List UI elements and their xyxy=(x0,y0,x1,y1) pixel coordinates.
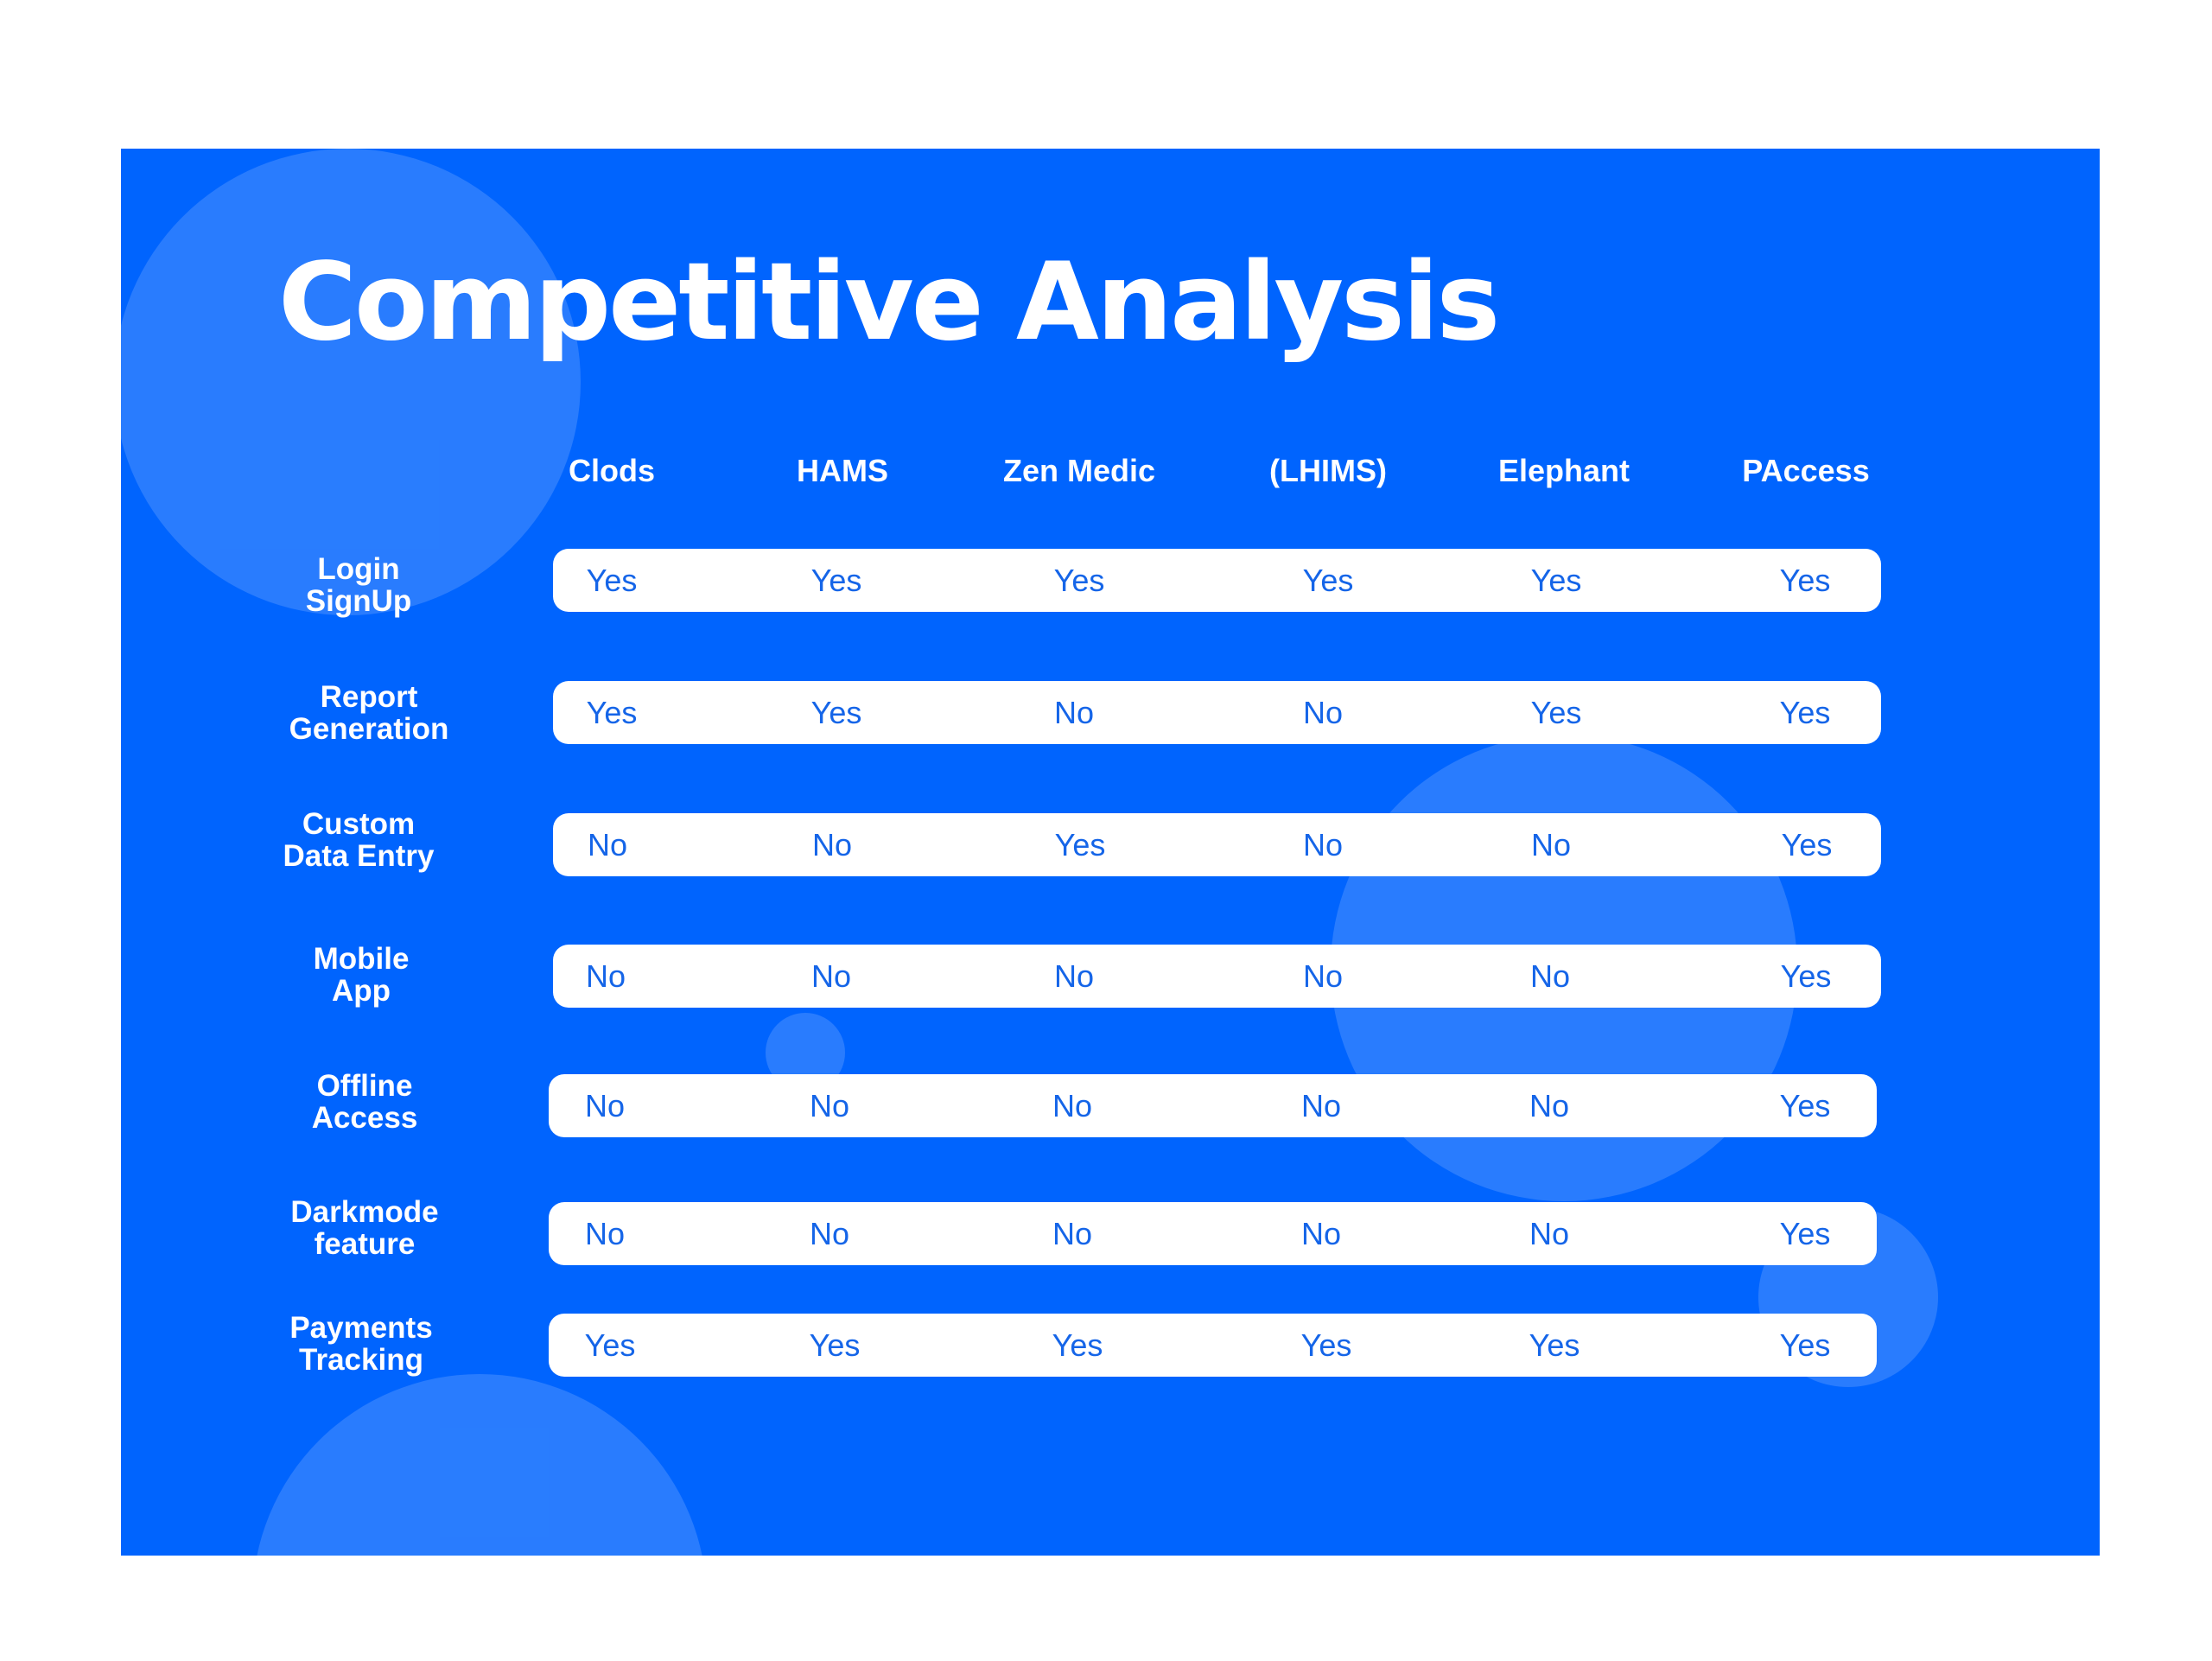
row-label-report-generation: Report Generation xyxy=(239,681,499,745)
row-label-darkmode-feature: Darkmode feature xyxy=(235,1196,494,1260)
competitive-analysis-panel: Competitive Analysis Clods HAMS Zen Medi… xyxy=(121,149,2100,1556)
table-cell: No xyxy=(809,1216,850,1251)
table-cell: No xyxy=(1053,958,1095,994)
row-label-line: Custom xyxy=(302,807,416,841)
row-label-line: Access xyxy=(311,1101,418,1135)
table-cell: Yes xyxy=(1779,1088,1831,1123)
table-cell: Yes xyxy=(1053,563,1105,598)
column-header-paccess: PAccess xyxy=(1742,453,1870,488)
row-label-line: Login xyxy=(317,552,400,586)
column-header-clods: Clods xyxy=(568,453,655,488)
column-header-lhims: (LHIMS) xyxy=(1269,453,1387,488)
table-cell: Yes xyxy=(1781,827,1833,862)
table-cell: No xyxy=(585,958,626,994)
row-label-line: SignUp xyxy=(305,584,412,618)
row-label-custom-data-entry: Custom Data Entry xyxy=(229,808,488,872)
table-cell: No xyxy=(810,958,852,994)
row-label-line: Tracking xyxy=(299,1343,423,1377)
table-cell: No xyxy=(1053,695,1095,730)
table-cell: Yes xyxy=(1530,563,1582,598)
table-cell: Yes xyxy=(1779,563,1831,598)
row-label-login-signup: Login SignUp xyxy=(229,553,488,617)
table-cell: No xyxy=(1529,1216,1570,1251)
row-label-line: Data Entry xyxy=(283,839,435,873)
table-cell: No xyxy=(1052,1216,1093,1251)
table-cell: Yes xyxy=(809,1327,861,1363)
row-label-line: Generation xyxy=(289,712,449,746)
table-cell: Yes xyxy=(1779,1216,1831,1251)
decor-circle-bottom-left xyxy=(252,1374,707,1556)
table-cell: No xyxy=(584,1088,626,1123)
row-label-line: Payments xyxy=(289,1311,433,1345)
row-label-line: Offline xyxy=(316,1069,413,1103)
page-title: Competitive Analysis xyxy=(278,240,1500,365)
row-label-line: Darkmode xyxy=(290,1195,439,1229)
table-cell: Yes xyxy=(810,563,862,598)
table-cell: Yes xyxy=(586,563,638,598)
table-cell: Yes xyxy=(584,1327,636,1363)
row-label-line: Mobile xyxy=(313,942,410,976)
table-row: No No No No No Yes xyxy=(549,1074,1877,1137)
table-cell: Yes xyxy=(810,695,862,730)
table-row: No No Yes No No Yes xyxy=(553,813,1881,876)
table-cell: No xyxy=(1052,1088,1093,1123)
table-cell: No xyxy=(811,827,853,862)
table-cell: No xyxy=(1302,695,1344,730)
table-cell: Yes xyxy=(1779,695,1831,730)
row-label-line: feature xyxy=(314,1227,416,1261)
table-cell: No xyxy=(809,1088,850,1123)
row-label-offline-access: Offline Access xyxy=(235,1070,494,1134)
table-cell: Yes xyxy=(1529,1327,1580,1363)
table-cell: No xyxy=(1300,1088,1342,1123)
table-cell: Yes xyxy=(1054,827,1106,862)
table-cell: Yes xyxy=(1780,958,1832,994)
table-cell: No xyxy=(587,827,628,862)
table-row: No No No No No Yes xyxy=(549,1202,1877,1265)
column-header-zen-medic: Zen Medic xyxy=(1002,453,1156,488)
decor-circle-top-left xyxy=(121,149,581,615)
table-cell: No xyxy=(1302,958,1344,994)
table-row: Yes Yes Yes Yes Yes Yes xyxy=(549,1314,1877,1377)
table-cell: Yes xyxy=(1779,1327,1831,1363)
table-cell: No xyxy=(1529,958,1571,994)
column-header-elephant: Elephant xyxy=(1497,453,1630,488)
table-row: Yes Yes Yes Yes Yes Yes xyxy=(553,549,1881,612)
table-cell: Yes xyxy=(586,695,638,730)
table-cell: Yes xyxy=(1302,563,1354,598)
row-label-payments-tracking: Payments Tracking xyxy=(232,1312,491,1376)
table-row: Yes Yes No No Yes Yes xyxy=(553,681,1881,744)
table-cell: No xyxy=(584,1216,626,1251)
table-cell: Yes xyxy=(1530,695,1582,730)
column-header-hams: HAMS xyxy=(797,453,888,488)
table-cell: No xyxy=(1300,1216,1342,1251)
table-row: No No No No No Yes xyxy=(553,945,1881,1008)
row-label-line: App xyxy=(331,974,391,1008)
table-cell: No xyxy=(1530,827,1572,862)
row-label-line: Report xyxy=(320,680,418,714)
table-cell: Yes xyxy=(1052,1327,1103,1363)
table-cell: Yes xyxy=(1300,1327,1352,1363)
table-cell: No xyxy=(1302,827,1344,862)
table-cell: No xyxy=(1529,1088,1570,1123)
row-label-mobile-app: Mobile App xyxy=(232,943,491,1007)
